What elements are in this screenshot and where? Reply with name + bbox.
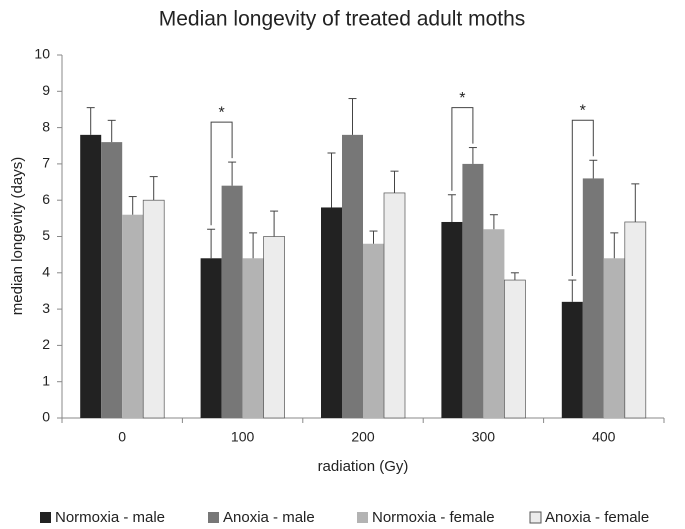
y-tick-label: 10 <box>34 46 50 62</box>
legend-label: Normoxia - female <box>372 509 495 526</box>
error-bar <box>249 232 258 259</box>
bar <box>263 236 285 419</box>
bar <box>221 185 243 418</box>
bar <box>561 301 583 418</box>
x-tick-label: 0 <box>118 429 126 445</box>
x-tick-label: 300 <box>472 429 496 445</box>
chart-title: Median longevity of treated adult moths <box>159 8 526 31</box>
error-bar <box>447 194 456 222</box>
y-tick-label: 2 <box>42 336 50 352</box>
bar <box>383 192 406 419</box>
error-bar <box>568 279 577 302</box>
error-bar <box>207 228 216 259</box>
legend-swatch <box>208 512 219 523</box>
bar <box>242 258 264 418</box>
bar <box>342 134 363 419</box>
error-bar <box>468 147 477 164</box>
bar <box>603 258 625 418</box>
error-bar <box>510 272 519 281</box>
error-bar <box>270 210 279 237</box>
error-bar <box>589 159 598 179</box>
y-tick-label: 8 <box>42 118 50 134</box>
bar <box>462 163 484 418</box>
significance-bracket <box>571 119 594 277</box>
y-tick-label: 7 <box>42 155 50 171</box>
bar <box>504 279 526 419</box>
bar <box>441 221 463 418</box>
error-bar <box>327 152 336 208</box>
x-tick-label: 200 <box>351 429 375 445</box>
significance-bracket <box>451 107 474 191</box>
bar <box>321 207 342 418</box>
legend-swatch <box>357 512 368 523</box>
legend-label: Anoxia - male <box>223 509 315 526</box>
bar <box>80 134 102 419</box>
error-bar <box>86 107 95 135</box>
significance-marker: * <box>459 90 465 107</box>
y-tick-label: 4 <box>42 264 50 280</box>
bar <box>363 243 384 418</box>
y-tick-label: 0 <box>42 409 50 425</box>
error-bar <box>107 119 116 143</box>
bar <box>122 214 144 418</box>
error-bar <box>149 176 158 201</box>
y-tick-label: 3 <box>42 300 50 316</box>
bar <box>101 142 123 418</box>
error-bar <box>348 98 357 135</box>
bar <box>624 221 647 419</box>
bar <box>142 199 165 419</box>
error-bar <box>610 232 619 259</box>
bar <box>200 258 222 418</box>
significance-bracket <box>210 121 233 226</box>
error-bar <box>390 170 399 193</box>
legend-label: Anoxia - female <box>545 509 649 526</box>
y-tick-label: 5 <box>42 227 50 243</box>
x-axis-label: radiation (Gy) <box>318 458 409 475</box>
error-bar <box>369 230 378 244</box>
x-tick-label: 100 <box>231 429 255 445</box>
legend-swatch <box>529 511 542 524</box>
legend-label: Normoxia - male <box>55 509 165 526</box>
error-bar <box>489 214 498 230</box>
legend-swatch <box>40 512 51 523</box>
error-bar <box>228 161 237 186</box>
error-bar <box>128 196 137 215</box>
y-tick-label: 1 <box>42 372 50 388</box>
y-tick-label: 9 <box>42 82 50 98</box>
y-axis-label: median longevity (days) <box>9 157 26 315</box>
y-tick-label: 6 <box>42 191 50 207</box>
x-tick-label: 400 <box>592 429 616 445</box>
bar <box>582 178 604 418</box>
bar <box>483 229 505 418</box>
significance-marker: * <box>580 102 586 119</box>
error-bar <box>631 183 640 222</box>
significance-marker: * <box>218 104 224 121</box>
